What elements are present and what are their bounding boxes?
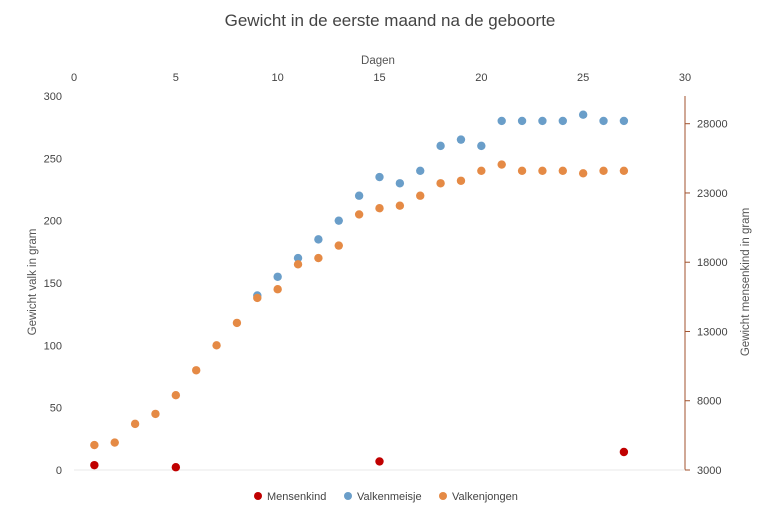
y2-tick-label: 13000 — [697, 326, 728, 338]
y2-tick-label: 23000 — [697, 188, 728, 200]
data-point-mensenkind — [619, 447, 629, 457]
data-point-valkenjongen — [253, 293, 262, 303]
data-point-valkenjongen — [212, 341, 221, 350]
axes: 0 5 10 15 20 25 300501001502002503003000800013… — [44, 72, 728, 477]
data-point-valkenjongen — [90, 440, 99, 450]
data-point-valkenjongen — [293, 260, 303, 269]
data-point-valkenjongen — [395, 201, 405, 210]
data-point-valkenjongen — [334, 241, 343, 250]
data-point-valkenjongen — [416, 191, 425, 200]
y2-tick-label: 18000 — [697, 257, 728, 269]
data-point-valkenjongen — [619, 166, 629, 175]
data-points — [90, 110, 629, 472]
legend-label: Mensenkind — [267, 491, 326, 503]
data-point-valkenmeisje — [497, 116, 506, 126]
data-point-valkenjongen — [558, 166, 567, 175]
data-point-valkenmeisje — [599, 116, 608, 126]
legend-label: Valkenmeisje — [357, 491, 422, 503]
data-point-valkenjongen — [232, 318, 242, 328]
data-point-valkenjongen — [354, 210, 364, 219]
y-tick-label: 300 — [44, 91, 62, 103]
y-tick-label: 200 — [44, 216, 62, 228]
y-tick-label: 100 — [44, 340, 62, 352]
data-point-valkenjongen — [151, 409, 160, 419]
data-point-valkenjongen — [456, 176, 466, 185]
data-point-valkenmeisje — [375, 172, 384, 182]
data-point-valkenmeisje — [578, 110, 588, 119]
data-point-valkenjongen — [192, 366, 201, 375]
data-point-valkenjongen — [273, 285, 282, 294]
data-point-valkenjongen — [110, 438, 119, 447]
data-point-valkenjongen — [578, 169, 588, 178]
y2-tick-label: 28000 — [697, 119, 728, 131]
data-point-valkenjongen — [599, 166, 608, 175]
data-point-valkenmeisje — [273, 272, 282, 281]
y-tick-label: 50 — [50, 403, 62, 415]
data-point-mensenkind — [375, 457, 384, 466]
legend-marker-mensenkind — [254, 492, 262, 500]
data-point-valkenjongen — [171, 391, 181, 400]
x-axis-title: Dagen — [361, 55, 395, 67]
data-point-valkenjongen — [497, 160, 506, 169]
legend-label: Valkenjongen — [452, 491, 518, 503]
data-point-valkenjongen — [517, 166, 527, 175]
x-tick-label: 0 — [71, 72, 77, 84]
y-tick-label: 250 — [44, 153, 62, 165]
data-point-valkenjongen — [538, 166, 547, 175]
data-point-valkenmeisje — [558, 116, 567, 126]
data-point-valkenjongen — [130, 419, 140, 429]
legend: Mensenkind Valkenmeisje Valkenjongen — [254, 491, 518, 503]
data-point-valkenmeisje — [395, 179, 405, 188]
data-point-valkenjongen — [477, 166, 486, 175]
data-point-valkenjongen — [314, 253, 323, 263]
data-point-valkenmeisje — [477, 141, 486, 151]
y2-tick-label: 8000 — [697, 396, 721, 408]
y2-axis-title: Gewicht mensenkind in gram — [740, 208, 752, 356]
y-axis-title: Gewicht valk in gram — [27, 229, 39, 336]
x-tick-label: 15 — [373, 72, 385, 84]
data-point-valkenmeisje — [517, 116, 527, 126]
data-point-valkenmeisje — [314, 235, 323, 244]
data-point-valkenmeisje — [436, 141, 445, 151]
data-point-valkenmeisje — [416, 166, 425, 175]
data-point-valkenmeisje — [293, 253, 303, 263]
data-point-mensenkind — [90, 460, 99, 470]
data-point-valkenmeisje — [619, 116, 629, 126]
x-tick-label: 25 — [577, 72, 589, 84]
legend-marker-valkenjongen — [439, 492, 447, 500]
data-point-valkenmeisje — [456, 135, 466, 144]
data-point-valkenmeisje — [538, 116, 547, 126]
data-point-valkenjongen — [436, 179, 445, 188]
data-point-valkenjongen — [375, 204, 384, 213]
x-tick-label: 20 — [475, 72, 487, 84]
legend-marker-valkenmeisje — [344, 492, 352, 500]
data-point-valkenmeisje — [354, 191, 364, 200]
data-point-mensenkind — [171, 463, 181, 472]
x-tick-label: 10 — [272, 72, 284, 84]
data-point-valkenmeisje — [334, 216, 343, 225]
x-tick-label: 5 — [173, 72, 179, 84]
y2-tick-label: 3000 — [697, 465, 721, 477]
y-tick-label: 150 — [44, 278, 62, 290]
y-tick-label: 0 — [56, 465, 62, 477]
x-tick-label: 30 — [679, 72, 691, 84]
chart-title: Gewicht in de eerste maand na de geboort… — [225, 11, 556, 30]
